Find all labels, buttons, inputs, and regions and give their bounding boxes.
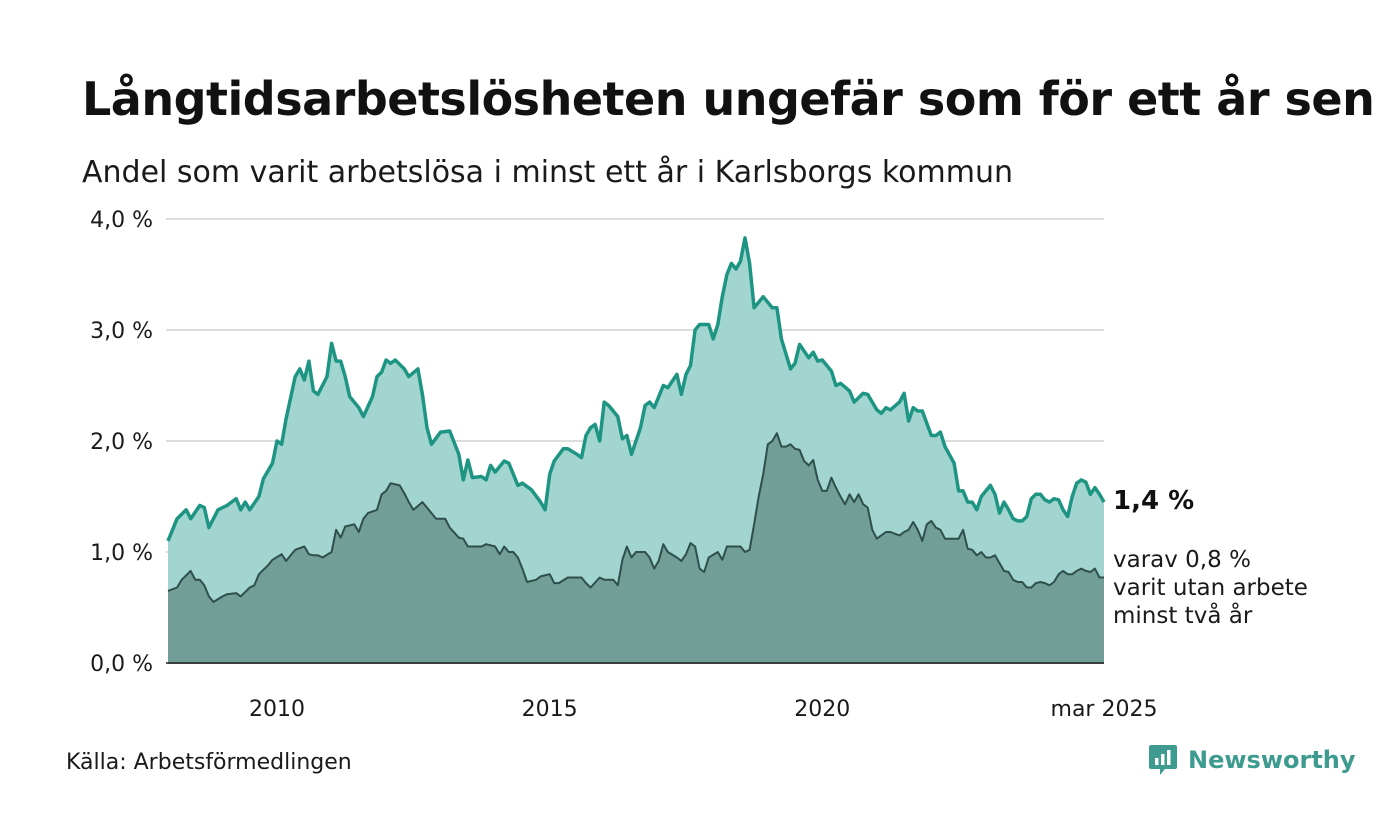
y-tick-label: 1,0 % bbox=[90, 541, 153, 566]
note-line: varav 0,8 % bbox=[1113, 547, 1251, 573]
x-tick-label: mar 2025 bbox=[1051, 697, 1158, 722]
two-year-note: varav 0,8 % varit utan arbete minst två … bbox=[1113, 546, 1308, 630]
y-tick-label: 3,0 % bbox=[90, 319, 153, 344]
x-tick-label: 2010 bbox=[249, 697, 305, 722]
brand-name: Newsworthy bbox=[1188, 746, 1356, 774]
y-tick-label: 4,0 % bbox=[90, 208, 153, 233]
note-line: varit utan arbete bbox=[1113, 575, 1308, 601]
y-tick-label: 0,0 % bbox=[90, 652, 153, 677]
one-year-line bbox=[166, 236, 1106, 542]
latest-value-label: 1,4 % bbox=[1113, 486, 1195, 516]
y-tick-label: 2,0 % bbox=[90, 430, 153, 455]
chart-subtitle: Andel som varit arbetslösa i minst ett å… bbox=[82, 155, 1013, 190]
x-axis-tick-labels: 2010 2015 2020 mar 2025 bbox=[249, 697, 1157, 722]
note-line: minst två år bbox=[1113, 603, 1253, 629]
newsworthy-logo-icon bbox=[1149, 745, 1177, 775]
x-tick-label: 2015 bbox=[522, 697, 578, 722]
chart-area: 0,0 % 1,0 % 2,0 % 3,0 % 4,0 % 2010 2015 2020 ma… bbox=[90, 208, 1157, 722]
two-year-line bbox=[167, 432, 1104, 603]
source-text: Källa: Arbetsförmedlingen bbox=[66, 750, 352, 775]
x-tick-label: 2020 bbox=[794, 697, 850, 722]
y-axis-tick-labels: 0,0 % 1,0 % 2,0 % 3,0 % 4,0 % bbox=[90, 208, 153, 677]
chart-title: Långtidsarbetslösheten ungefär som för e… bbox=[82, 72, 1375, 126]
series-areas bbox=[166, 236, 1106, 664]
brand-logo: Newsworthy bbox=[1148, 743, 1356, 777]
